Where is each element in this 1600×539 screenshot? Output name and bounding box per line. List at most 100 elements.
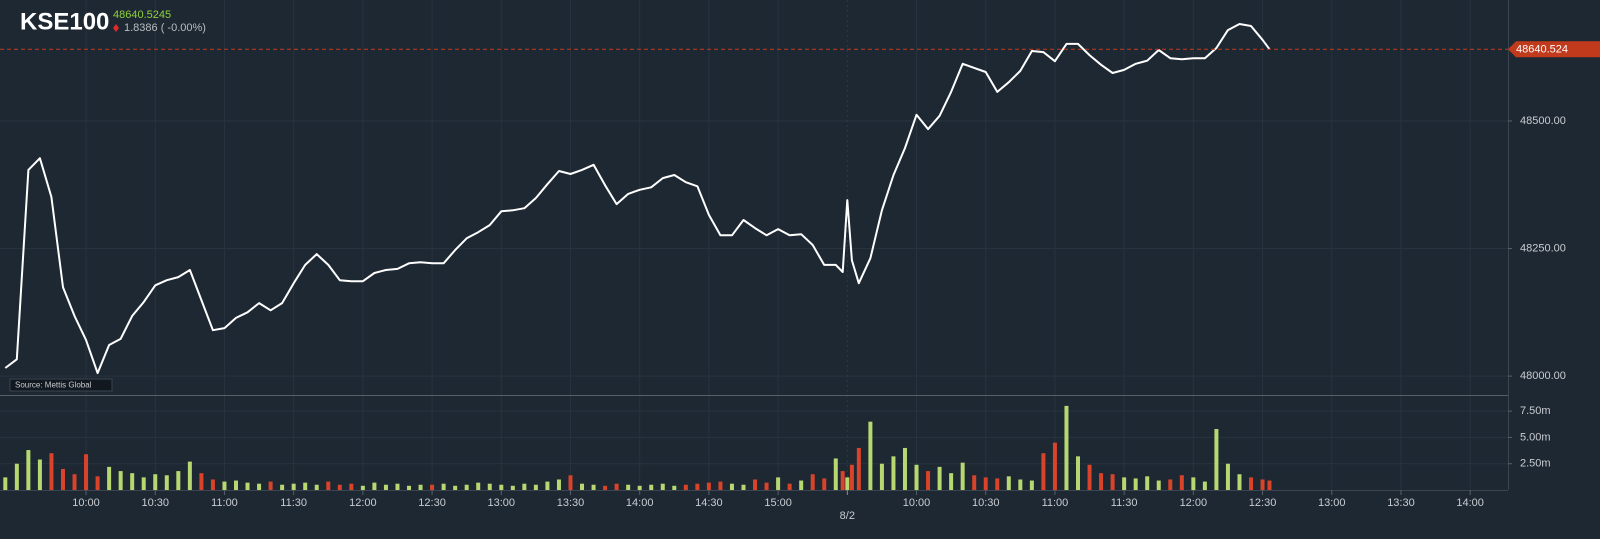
volume-bar: [741, 484, 746, 490]
x-tick-label: 13:30: [557, 497, 585, 509]
volume-bar: [937, 466, 942, 490]
volume-bar: [902, 447, 907, 490]
x-tick-label: 11:00: [1042, 497, 1069, 509]
volume-bar: [407, 485, 412, 490]
volume-bar: [245, 482, 250, 490]
volume-bar: [360, 485, 365, 490]
volume-bar: [879, 463, 884, 490]
volume-bar: [856, 447, 861, 490]
volume-bar: [476, 482, 481, 490]
volume-bar: [1133, 478, 1138, 490]
volume-bar: [1087, 464, 1092, 490]
y-tick-label: 48250.00: [1520, 242, 1566, 254]
x-tick-label: 11:30: [280, 497, 307, 509]
volume-bar: [26, 450, 31, 490]
volume-bar: [522, 483, 527, 490]
volume-bar: [787, 483, 792, 490]
volume-bar: [337, 484, 342, 490]
volume-bar: [60, 468, 65, 490]
volume-bar: [849, 464, 854, 490]
volume-bar: [383, 484, 388, 490]
symbol: KSE100: [20, 8, 109, 35]
volume-bar: [222, 481, 227, 490]
volume-bar: [1237, 474, 1242, 490]
plot: [0, 23, 1508, 490]
volume-bar: [257, 483, 262, 490]
price: 48640.5245: [113, 9, 171, 21]
x-tick-label: 12:00: [349, 497, 377, 509]
volume-bar: [14, 463, 19, 490]
volume-bar: [291, 483, 296, 490]
volume-bar: [84, 454, 89, 490]
volume-bar: [591, 484, 596, 490]
volume-bar: [164, 475, 169, 490]
volume-bar: [1110, 474, 1115, 490]
volume-bar: [672, 485, 677, 490]
x-tick-label: 13:00: [488, 497, 516, 509]
volume-bar: [891, 456, 896, 490]
volume-bar: [810, 474, 815, 490]
volume-bar: [1145, 476, 1150, 490]
volume-bar: [141, 477, 146, 490]
volume-bar: [187, 461, 192, 490]
volume-bar: [983, 477, 988, 490]
volume-bar: [1041, 453, 1046, 490]
volume-bar: [1179, 475, 1184, 490]
volume-bar: [995, 478, 1000, 490]
volume-bar: [568, 475, 573, 490]
volume-bar: [118, 471, 123, 490]
volume-bar: [372, 482, 377, 490]
down-icon: [113, 24, 119, 32]
volume-bar: [972, 475, 977, 490]
x-tick-label: 12:00: [1180, 497, 1208, 509]
x-tick-label: 11:30: [1111, 497, 1138, 509]
volume-bar: [580, 483, 585, 490]
volume-bar: [95, 476, 100, 490]
volume-bar: [233, 480, 238, 490]
volume-bar: [326, 481, 331, 490]
y-tick-label: 2.50m: [1520, 458, 1551, 470]
volume-bar: [349, 483, 354, 490]
volume-bar: [533, 484, 538, 490]
x-tick-label: 12:30: [418, 497, 446, 509]
y-tick-label: 7.50m: [1520, 405, 1551, 417]
volume-bar: [199, 473, 204, 490]
volume-bar: [868, 421, 873, 490]
last-price-label: 48640.524: [1516, 44, 1568, 56]
volume-bar: [37, 459, 42, 490]
volume-bar: [453, 485, 458, 490]
x-tick-label: 10:00: [903, 497, 931, 509]
volume-bar: [303, 482, 308, 490]
volume-bar: [510, 485, 515, 490]
x-tick-label: 10:00: [72, 497, 100, 509]
volume-bar: [614, 483, 619, 490]
volume-bar: [314, 484, 319, 490]
volume-bar: [718, 481, 723, 490]
volume-bar: [799, 480, 804, 490]
volume-bar: [130, 473, 135, 490]
volume-bar: [603, 485, 608, 490]
source-box: [9, 378, 113, 392]
volume-bar: [1064, 405, 1069, 490]
volume-bar: [637, 485, 642, 490]
volume-bar: [1260, 479, 1265, 490]
x-tick-label: 11:00: [211, 497, 238, 509]
y-tick-label: 48000.00: [1520, 370, 1566, 382]
volume-bar: [441, 483, 446, 490]
volume-bar: [1006, 476, 1011, 490]
volume-bar: [1075, 456, 1080, 490]
volume-bar: [706, 482, 711, 490]
volume-bar: [268, 481, 273, 490]
volume-bar: [660, 483, 665, 490]
volume-bar: [649, 484, 654, 490]
volume-bar: [1267, 480, 1272, 490]
session-break-label: 8/2: [840, 510, 855, 522]
axes: 48000.00 48250.00 48500.00 2.50m 5.00m 7.50m 1…: [72, 41, 1600, 522]
volume-bar: [764, 482, 769, 490]
volume-bar: [210, 479, 215, 490]
volume-bar: [499, 484, 504, 490]
volume-bar: [556, 479, 561, 490]
volume-bar: [1225, 463, 1230, 490]
